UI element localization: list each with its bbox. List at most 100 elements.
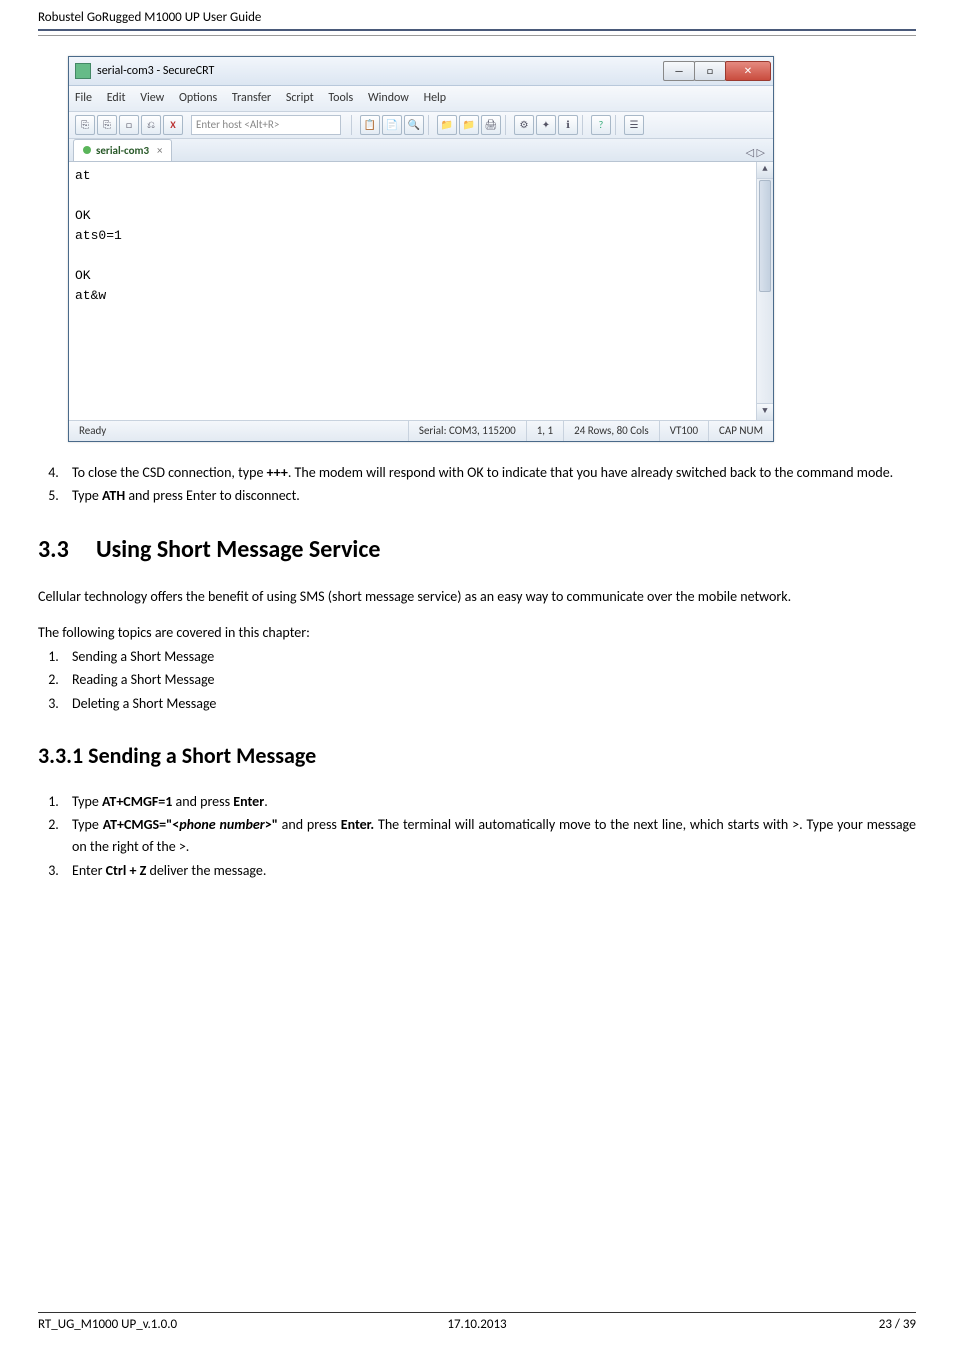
- toolbar-icon[interactable]: ⎘: [75, 115, 95, 135]
- menu-help[interactable]: Help: [424, 91, 447, 105]
- status-size: 24 Rows, 80 Cols: [564, 421, 660, 441]
- text: and press: [172, 793, 233, 810]
- section-intro: Cellular technology offers the benefit o…: [38, 586, 916, 608]
- menu-view[interactable]: View: [140, 91, 164, 105]
- minimize-button[interactable]: —: [663, 61, 695, 81]
- key: Enter: [233, 793, 264, 810]
- topic-3: Deleting a Short Message: [62, 693, 916, 715]
- toolbar-icon[interactable]: ✦: [536, 115, 556, 135]
- section-title: Using Short Message Service: [96, 535, 380, 564]
- tab-serial-com3[interactable]: serial-com3 ×: [73, 139, 172, 161]
- text: Enter: [72, 862, 106, 879]
- step-4: To close the CSD connection, type +++. T…: [62, 462, 916, 484]
- toolbar-icon[interactable]: ⎘: [97, 115, 117, 135]
- topics-list: Sending a Short Message Reading a Short …: [38, 646, 916, 715]
- menu-options[interactable]: Options: [179, 91, 217, 105]
- tab-close-icon[interactable]: ×: [157, 142, 162, 159]
- key: Ctrl + Z: [106, 862, 147, 879]
- app-icon: [75, 63, 91, 79]
- status-term: VT100: [660, 421, 709, 441]
- topics-intro: The following topics are covered in this…: [38, 622, 916, 644]
- placeholder: phone number: [179, 816, 264, 833]
- send-step-1: Type AT+CMGF=1 and press Enter.: [62, 791, 916, 813]
- steps-list-b: Type AT+CMGF=1 and press Enter. Type AT+…: [38, 791, 916, 882]
- send-step-2: Type AT+CMGS="<phone number>" and press …: [62, 814, 916, 857]
- menu-window[interactable]: Window: [368, 91, 409, 105]
- topic-2: Reading a Short Message: [62, 669, 916, 691]
- toolbar-separator: [428, 115, 433, 135]
- tab-label: serial-com3: [96, 142, 149, 159]
- menu-file[interactable]: File: [75, 91, 92, 105]
- toolbar-icon[interactable]: 📋: [360, 115, 380, 135]
- scroll-down-icon[interactable]: ▼: [757, 403, 773, 420]
- maximize-button[interactable]: □: [694, 61, 726, 81]
- text: deliver the message.: [146, 862, 266, 879]
- code: >": [265, 816, 278, 833]
- toolbar-icon[interactable]: ⎌: [141, 115, 161, 135]
- header-rule: [38, 29, 916, 31]
- toolbar: ⎘ ⎘ □ ⎌ X Enter host <Alt+R> 📋 📄 🔍 📁 📁 🖨…: [69, 112, 773, 139]
- menu-transfer[interactable]: Transfer: [232, 91, 271, 105]
- send-step-3: Enter Ctrl + Z deliver the message.: [62, 860, 916, 882]
- close-button[interactable]: ✕: [725, 61, 771, 81]
- text: and press: [278, 816, 341, 833]
- toolbar-icon[interactable]: ?: [591, 115, 611, 135]
- code-ath: ATH: [102, 487, 125, 504]
- footer-rule: [38, 1312, 916, 1313]
- text: Type: [72, 816, 103, 833]
- toolbar-icon[interactable]: ⚙: [514, 115, 534, 135]
- text: .: [264, 793, 268, 810]
- status-dot-icon: [82, 145, 92, 155]
- host-input[interactable]: Enter host <Alt+R>: [191, 115, 341, 135]
- steps-list-a: To close the CSD connection, type +++. T…: [38, 462, 916, 507]
- status-capsnum: CAP NUM: [709, 421, 773, 441]
- toolbar-icon[interactable]: ℹ: [558, 115, 578, 135]
- scroll-up-icon[interactable]: ▲: [757, 162, 773, 179]
- toolbar-icon[interactable]: 📁: [437, 115, 457, 135]
- vertical-scrollbar[interactable]: ▲▼: [756, 162, 773, 420]
- topic-1: Sending a Short Message: [62, 646, 916, 668]
- toolbar-icon[interactable]: 🔍: [404, 115, 424, 135]
- window-titlebar: serial-com3 - SecureCRT — □ ✕: [69, 57, 773, 86]
- menu-tools[interactable]: Tools: [328, 91, 353, 105]
- scroll-thumb[interactable]: [759, 180, 771, 292]
- menu-script[interactable]: Script: [286, 91, 314, 105]
- footer-left: RT_UG_M1000 UP_v.1.0.0: [38, 1317, 331, 1332]
- header-rule-thin: [38, 35, 916, 36]
- window-title: serial-com3 - SecureCRT: [97, 62, 664, 81]
- toolbar-icon[interactable]: ☰: [624, 115, 644, 135]
- toolbar-icon[interactable]: X: [163, 115, 183, 135]
- toolbar-separator: [351, 115, 356, 135]
- step-5: Type ATH and press Enter to disconnect.: [62, 485, 916, 507]
- footer-center: 17.10.2013: [331, 1317, 624, 1332]
- text: . The modem will respond with OK to indi…: [288, 464, 893, 481]
- code-plusplusplus: +++: [267, 464, 288, 481]
- status-serial: Serial: COM3, 115200: [409, 421, 527, 441]
- toolbar-separator: [615, 115, 620, 135]
- securecrt-window: serial-com3 - SecureCRT — □ ✕ File Edit …: [38, 56, 916, 442]
- key: Enter.: [341, 816, 374, 833]
- toolbar-separator: [505, 115, 510, 135]
- code: AT+CMGF=1: [102, 793, 172, 810]
- tab-scroll-arrows[interactable]: ◁ ▷: [742, 144, 769, 161]
- toolbar-icon[interactable]: 📁: [459, 115, 479, 135]
- status-ready: Ready: [69, 421, 409, 441]
- text: To close the CSD connection, type: [72, 464, 267, 481]
- toolbar-icon[interactable]: 📄: [382, 115, 402, 135]
- menu-bar: File Edit View Options Transfer Script T…: [69, 86, 773, 112]
- toolbar-icon[interactable]: □: [119, 115, 139, 135]
- terminal-pane[interactable]: at OK ats0=1 OK at&w▲▼: [69, 162, 773, 420]
- text: Type: [72, 487, 102, 504]
- code: AT+CMGS="<: [103, 816, 180, 833]
- page-header: Robustel GoRugged M1000 UP User Guide: [0, 0, 954, 29]
- page-footer: RT_UG_M1000 UP_v.1.0.0 17.10.2013 23 / 3…: [0, 1312, 954, 1332]
- status-bar: Ready Serial: COM3, 115200 1, 1 24 Rows,…: [69, 420, 773, 441]
- text: and press Enter to disconnect.: [125, 487, 300, 504]
- section-number: 3.3: [38, 531, 96, 568]
- section-3-3-1-heading: 3.3.1 Sending a Short Message: [38, 739, 916, 773]
- menu-edit[interactable]: Edit: [107, 91, 126, 105]
- text: Type: [72, 793, 102, 810]
- status-cursor-pos: 1, 1: [527, 421, 564, 441]
- footer-right: 23 / 39: [623, 1317, 916, 1332]
- toolbar-icon[interactable]: 🖨: [481, 115, 501, 135]
